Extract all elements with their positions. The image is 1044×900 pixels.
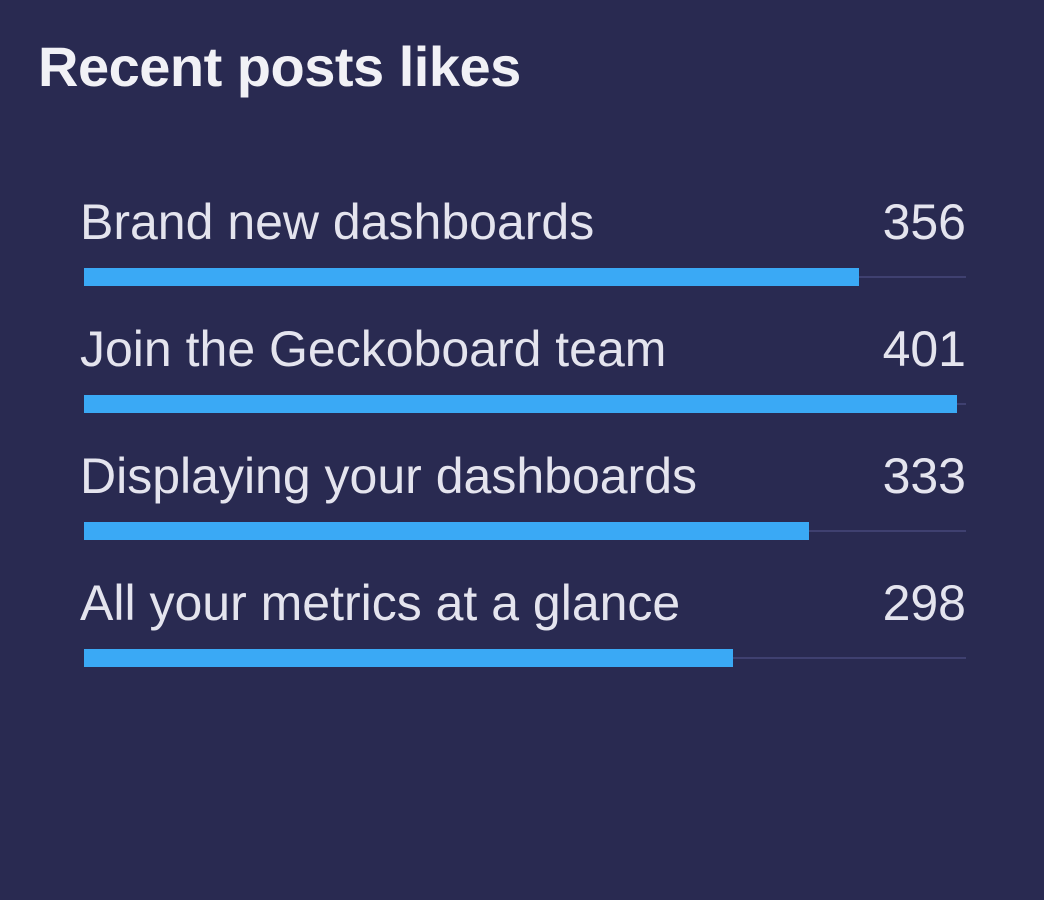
- value-label: 356: [882, 194, 966, 250]
- bar: [84, 268, 860, 286]
- bar-row: Brand new dashboards 356: [80, 186, 966, 313]
- category-label: Displaying your dashboards: [80, 448, 698, 504]
- bar-row: Join the Geckoboard team 401: [80, 313, 966, 440]
- value-label: 333: [882, 448, 966, 504]
- bar-row: Displaying your dashboards 333: [80, 440, 966, 567]
- bar-track: [84, 268, 966, 286]
- widget-title: Recent posts likes: [38, 35, 521, 98]
- bar: [84, 522, 810, 540]
- bar: [84, 395, 958, 413]
- bar-track: [84, 522, 966, 540]
- bar-row: All your metrics at a glance 298: [80, 567, 966, 694]
- category-label: Brand new dashboards: [80, 194, 595, 250]
- bar-track: [84, 649, 966, 667]
- value-label: 401: [882, 321, 966, 377]
- bar: [84, 649, 733, 667]
- bar-list: Brand new dashboards 356 Join the Geckoboa…: [80, 186, 966, 694]
- bar-track: [84, 395, 966, 413]
- category-label: Join the Geckoboard team: [80, 321, 667, 377]
- value-label: 298: [882, 575, 966, 631]
- category-label: All your metrics at a glance: [80, 575, 681, 631]
